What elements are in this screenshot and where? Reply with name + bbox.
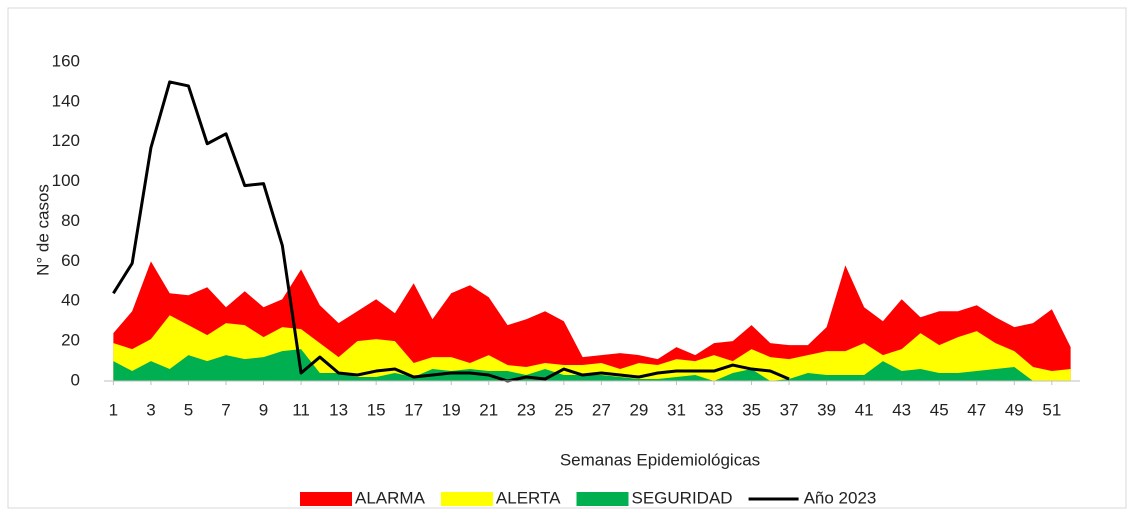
x-tick-label: 25: [554, 400, 573, 419]
x-tick-label: 13: [329, 400, 348, 419]
x-tick-label: 11: [292, 400, 310, 419]
x-tick-label: 41: [855, 400, 874, 419]
x-tick-label: 39: [817, 400, 836, 419]
x-tick-label: 3: [146, 400, 155, 419]
x-tick-label: 29: [629, 400, 648, 419]
x-tick-label: 5: [184, 400, 193, 419]
y-tick-label: 60: [61, 251, 80, 270]
x-tick-label: 31: [667, 400, 686, 419]
legend-swatch: [300, 492, 352, 506]
x-tick-label: 21: [479, 400, 498, 419]
legend-label: ALERTA: [496, 488, 561, 507]
x-tick-label: 51: [1042, 400, 1061, 419]
y-tick-label: 120: [52, 131, 80, 150]
x-tick-label: 35: [742, 400, 761, 419]
x-tick-label: 19: [442, 400, 461, 419]
x-tick-label: 15: [367, 400, 386, 419]
x-tick-label: 47: [967, 400, 986, 419]
chart-border: [7, 7, 1127, 509]
x-tick-label: 7: [221, 400, 230, 419]
x-tick-label: 9: [259, 400, 268, 419]
x-tick-label: 49: [1005, 400, 1024, 419]
area: [113, 349, 1071, 381]
x-axis-title: Semanas Epidemiológicas: [560, 450, 760, 469]
legend-swatch: [440, 492, 493, 506]
legend-label: Año 2023: [804, 488, 877, 507]
x-tick-label: 1: [109, 400, 118, 419]
legend-swatch: [576, 492, 629, 506]
y-tick-label: 40: [61, 291, 80, 310]
y-tick-label: 160: [52, 51, 80, 70]
x-tick-label: 45: [930, 400, 949, 419]
x-tick-label: 23: [517, 400, 536, 419]
y-tick-label: 80: [61, 211, 80, 230]
x-tick-label: 37: [780, 400, 799, 419]
x-tick-label: 17: [404, 400, 423, 419]
legend-label: SEGURIDAD: [632, 488, 733, 507]
y-tick-label: 20: [61, 331, 80, 350]
area: [113, 315, 1071, 381]
legend-label: ALARMA: [355, 488, 426, 507]
x-tick-label: 27: [592, 400, 611, 419]
y-axis-title: N° de casos: [33, 184, 52, 276]
y-tick-label: 100: [52, 171, 80, 190]
y-tick-label: 0: [71, 370, 80, 389]
y-tick-label: 140: [52, 91, 80, 110]
x-tick-label: 43: [892, 400, 911, 419]
line: [112, 80, 790, 383]
x-tick-label: 33: [705, 400, 724, 419]
